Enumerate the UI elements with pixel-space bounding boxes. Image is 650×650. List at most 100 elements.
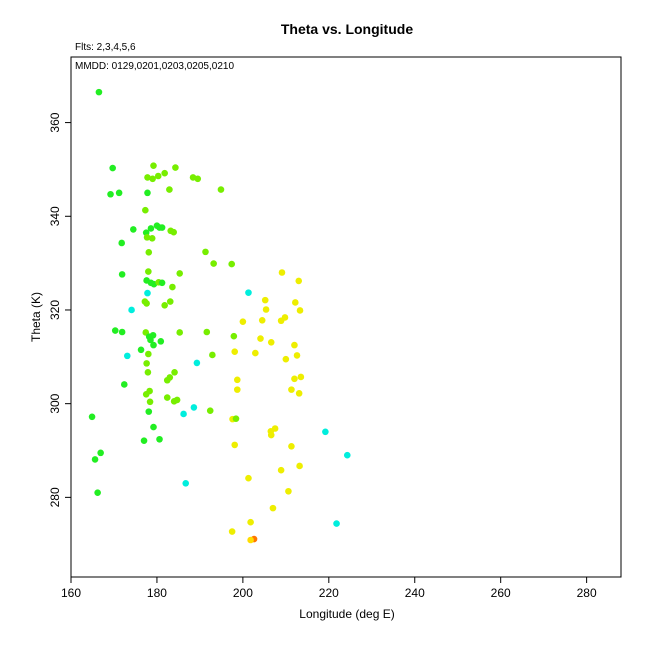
data-point <box>156 435 163 443</box>
data-point <box>193 359 201 367</box>
data-point <box>118 328 126 336</box>
data-point <box>145 268 152 275</box>
data-point <box>293 352 301 359</box>
y-tick-label: 280 <box>48 487 62 507</box>
data-point <box>170 228 177 236</box>
data-point <box>288 386 295 393</box>
data-point <box>147 225 155 232</box>
data-point <box>130 226 137 233</box>
data-point <box>173 396 181 404</box>
data-point <box>123 352 131 360</box>
data-point <box>291 341 298 349</box>
x-axis-label: Longitude (deg E) <box>299 607 394 621</box>
data-point <box>142 390 150 398</box>
data-point <box>228 528 236 535</box>
data-point <box>150 423 157 431</box>
data-point <box>145 249 153 256</box>
data-point <box>194 175 202 183</box>
data-point <box>137 346 145 354</box>
data-point <box>297 373 305 381</box>
data-point <box>257 335 264 342</box>
data-point <box>267 338 275 346</box>
data-point <box>161 169 168 177</box>
data-point <box>91 456 99 463</box>
data-point <box>278 269 286 276</box>
data-point <box>109 164 116 172</box>
data-point <box>145 408 153 415</box>
data-point <box>172 164 179 171</box>
data-point <box>230 332 238 340</box>
data-point <box>233 386 241 393</box>
x-tick-label: 240 <box>405 586 425 600</box>
data-point <box>176 270 184 277</box>
data-point <box>88 413 96 421</box>
data-point <box>206 407 214 414</box>
data-point <box>144 189 151 197</box>
data-point <box>271 425 279 432</box>
data-point <box>115 189 123 197</box>
data-point <box>166 186 173 193</box>
dates-annotation: MMDD: 0129,0201,0203,0205,0210 <box>75 61 234 72</box>
data-point <box>107 190 114 198</box>
data-point <box>144 368 152 376</box>
data-point <box>161 301 168 309</box>
data-point <box>157 338 165 345</box>
x-tick-label: 280 <box>577 586 597 600</box>
data-point <box>118 239 126 247</box>
data-point <box>322 428 329 436</box>
data-point <box>150 341 157 349</box>
y-tick-label: 320 <box>48 300 62 320</box>
y-tick-label: 360 <box>48 112 62 132</box>
data-point <box>296 307 304 314</box>
data-point <box>281 314 289 321</box>
data-point <box>149 331 157 339</box>
flights-annotation: Flts: 2,3,4,5,6 <box>75 42 136 53</box>
data-point <box>247 536 254 544</box>
data-point <box>261 296 269 304</box>
data-point <box>296 462 303 470</box>
data-point <box>163 394 171 401</box>
data-point <box>239 318 247 325</box>
scatter-points <box>88 88 351 544</box>
data-point <box>288 442 295 450</box>
data-point <box>231 441 239 449</box>
data-point <box>231 348 239 355</box>
data-point <box>262 306 270 313</box>
chart-title: Theta vs. Longitude <box>281 21 413 37</box>
data-point <box>190 404 198 411</box>
data-point <box>128 306 135 314</box>
data-point <box>144 174 151 181</box>
data-point <box>291 299 299 306</box>
data-point <box>202 248 209 256</box>
data-point <box>277 466 285 474</box>
x-tick-label: 160 <box>61 586 81 600</box>
data-point <box>143 300 150 307</box>
data-point <box>295 390 303 397</box>
data-point <box>150 162 157 169</box>
data-point <box>252 349 259 357</box>
data-point <box>267 431 275 439</box>
data-point <box>269 504 277 512</box>
data-point <box>171 368 178 376</box>
data-point <box>169 283 176 291</box>
x-tick-label: 220 <box>319 586 339 600</box>
data-point <box>146 398 154 406</box>
data-point <box>148 234 156 242</box>
data-point <box>163 376 171 384</box>
data-point <box>158 279 166 287</box>
x-axis: 160 180 200 220 240 260 280 <box>61 577 597 600</box>
data-point <box>209 351 216 359</box>
data-point <box>111 327 119 334</box>
data-point <box>154 172 162 180</box>
data-point <box>142 206 149 214</box>
data-point <box>258 316 266 324</box>
data-point <box>333 520 340 527</box>
data-point <box>228 260 236 268</box>
data-point <box>285 487 292 495</box>
plot-frame <box>70 56 622 578</box>
data-point <box>166 298 174 305</box>
data-point <box>291 375 298 383</box>
data-point <box>245 474 252 482</box>
data-point <box>295 277 303 285</box>
